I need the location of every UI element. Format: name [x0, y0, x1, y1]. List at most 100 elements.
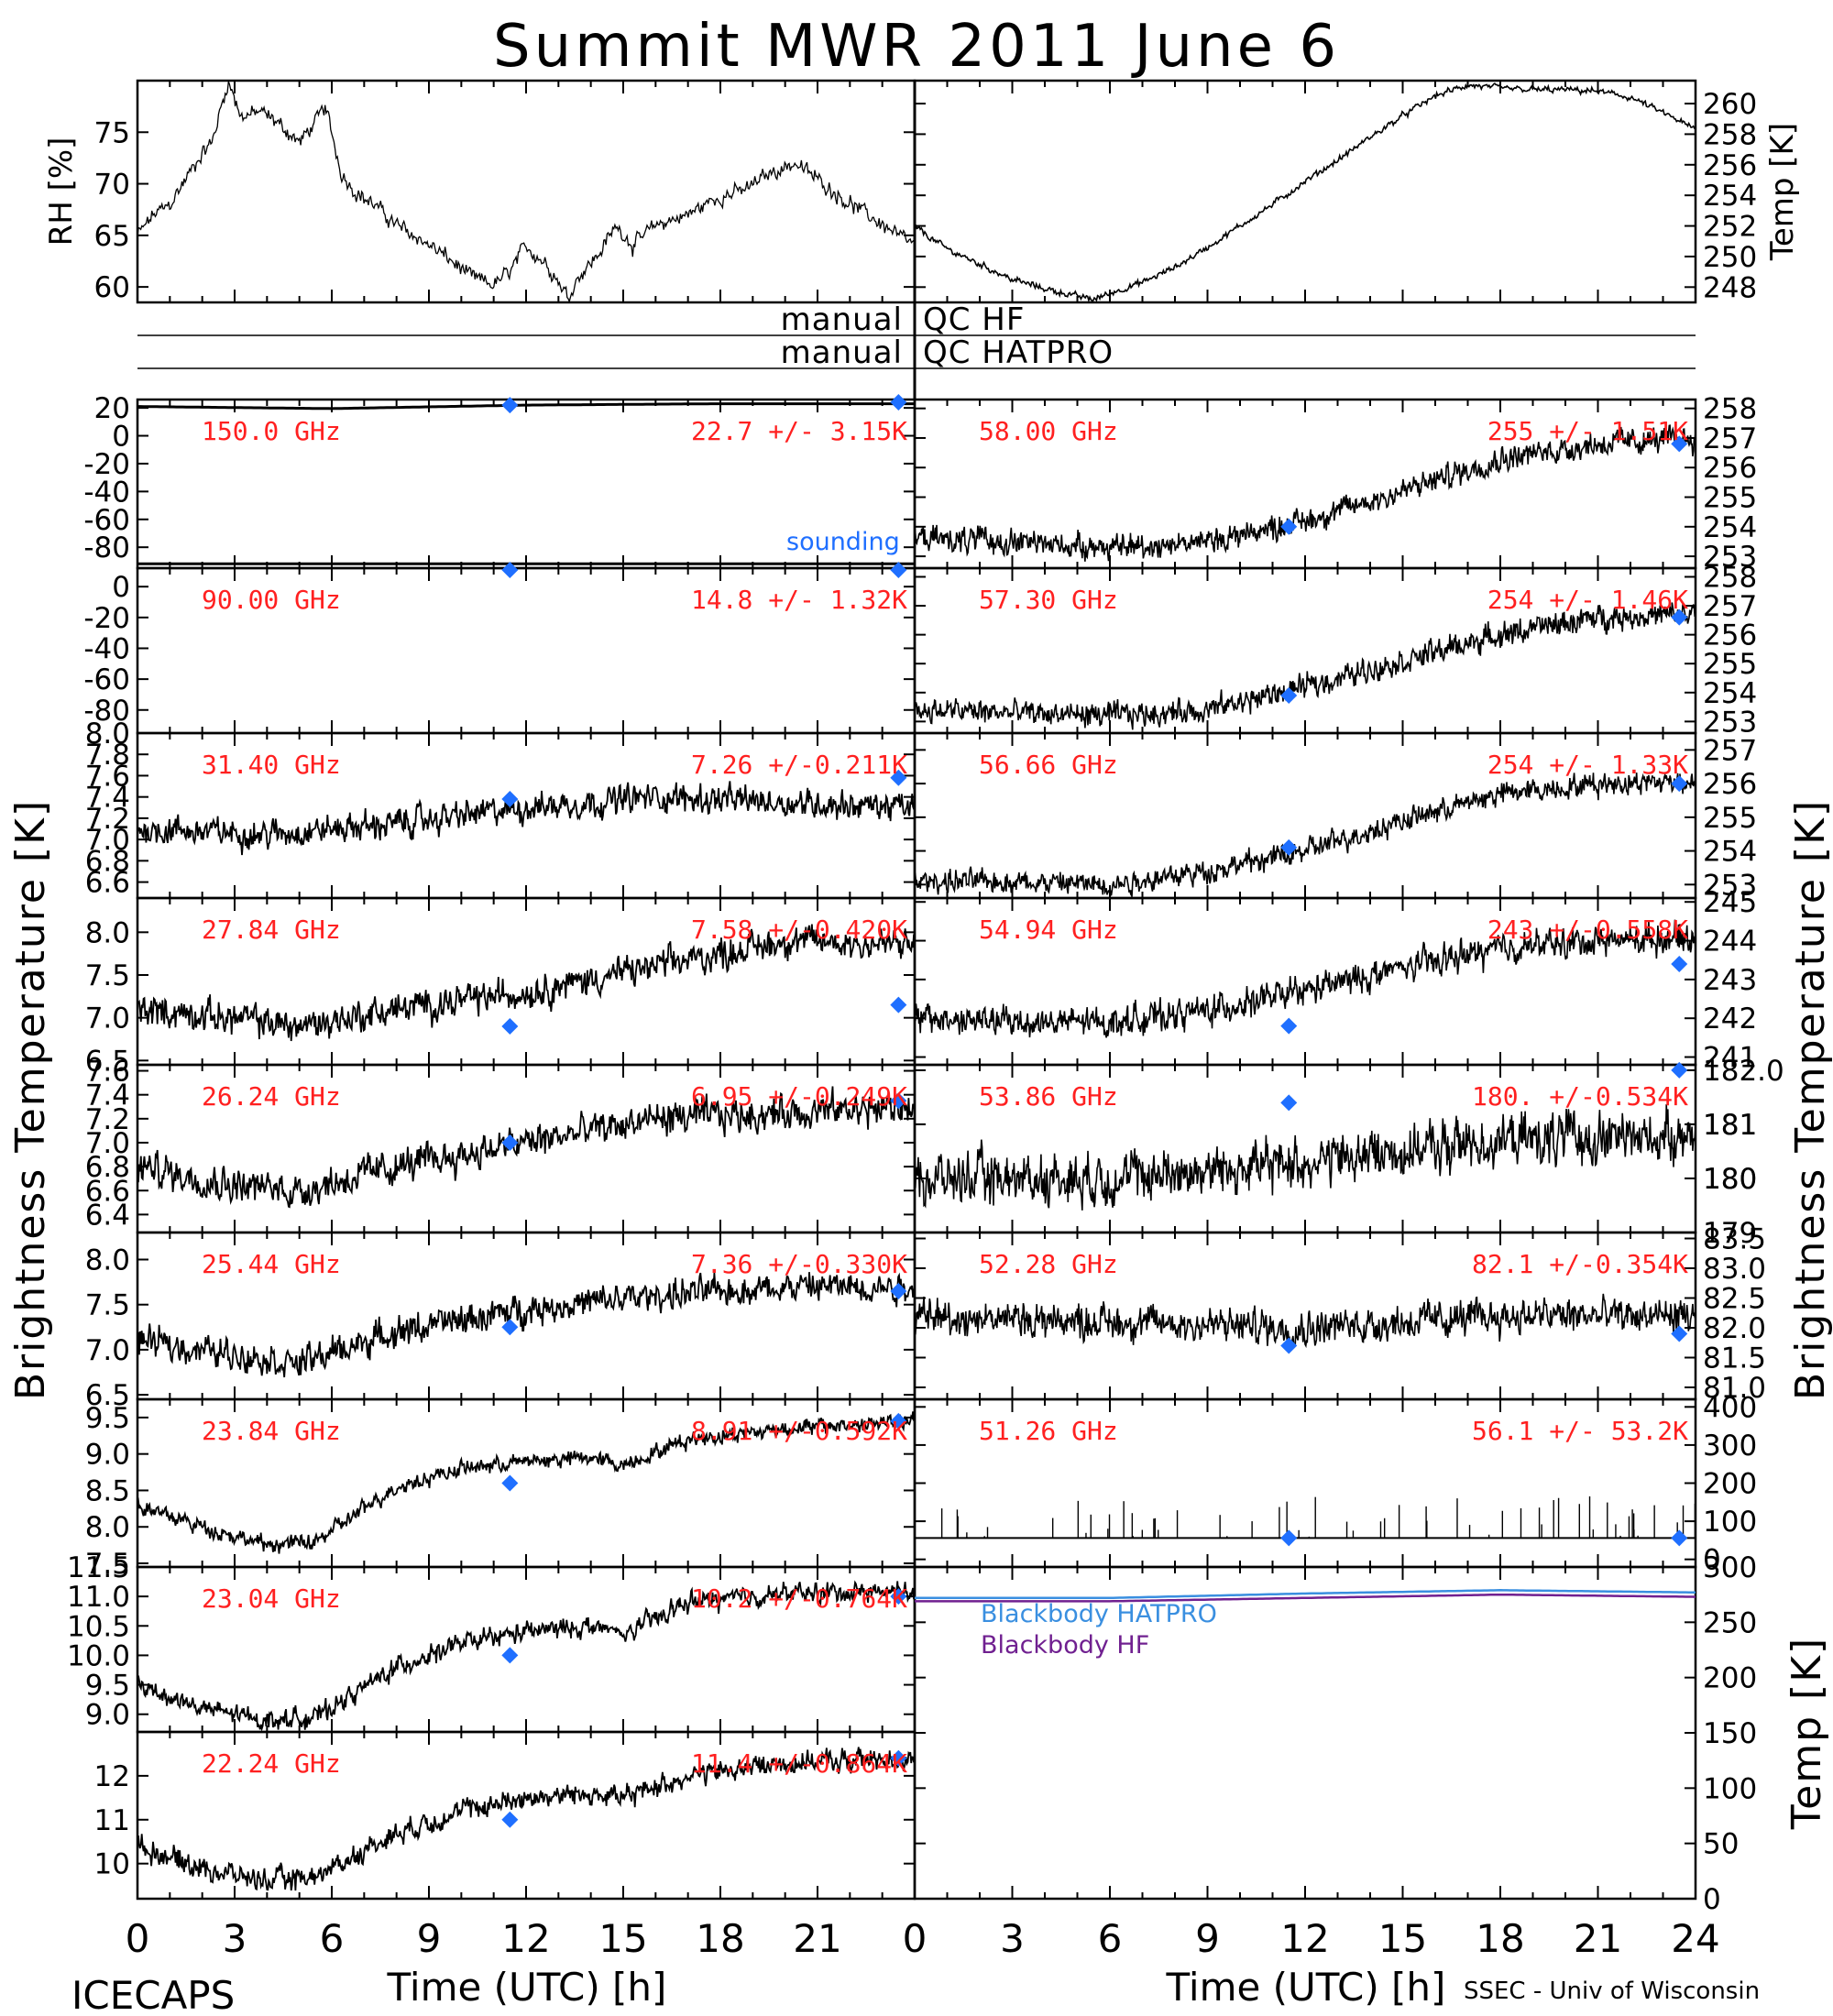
figure-title: Summit MWR 2011 June 6: [493, 13, 1340, 81]
x-tick-label: 21: [793, 1916, 841, 1961]
channel-label: 57.30 GHz: [979, 585, 1118, 615]
channel-label: 58.00 GHz: [979, 416, 1118, 446]
x-tick-label: 9: [1195, 1916, 1220, 1961]
y-tick-label: 11.5: [67, 1551, 130, 1584]
sounding-point: [1280, 1337, 1298, 1354]
y-tick-label: 82.5: [1703, 1283, 1766, 1316]
y-tick-label: 180: [1703, 1163, 1757, 1196]
channel-stat: 56.1 +/- 53.2K: [1472, 1416, 1688, 1446]
y-tick-label: 100: [1703, 1772, 1757, 1805]
y-tick-label: 6.6: [85, 867, 130, 900]
y-tick-label: 255: [1703, 482, 1757, 515]
y-tick-label: 10.5: [67, 1610, 130, 1643]
series-line: [914, 1293, 1696, 1349]
x-tick-label: 15: [598, 1916, 647, 1961]
sounding-point: [501, 791, 519, 807]
x-tick-label: 9: [417, 1916, 442, 1961]
series-line: [137, 81, 916, 304]
y-tick-label: 253: [1703, 541, 1757, 574]
qc-hatpro-prefix: manual: [781, 334, 903, 371]
y-tick-label: 6.6: [85, 1175, 130, 1208]
y-tick-label: 258: [1703, 118, 1757, 151]
rh-ylabel: RH [%]: [43, 137, 80, 247]
series-line: [914, 424, 1696, 562]
y-tick-label: 300: [1703, 1430, 1757, 1463]
series-line: [914, 1104, 1696, 1211]
sounding-note: sounding: [786, 528, 900, 556]
sounding-point: [501, 1474, 519, 1492]
channel-stat: 14.8 +/- 1.32K: [691, 585, 907, 615]
x-tick-label: 6: [1098, 1916, 1123, 1961]
channel-stat: 22.7 +/- 3.15K: [691, 416, 907, 446]
sounding-point: [890, 394, 907, 411]
qc-hf-prefix: manual: [781, 301, 903, 338]
footer-right: SSEC - Univ of Wisconsin: [1464, 1978, 1760, 2005]
channel-label: 56.66 GHz: [979, 750, 1118, 780]
y-tick-label: 8.5: [85, 1474, 130, 1507]
sounding-point: [501, 1319, 519, 1336]
y-tick-label: 81.0: [1703, 1372, 1766, 1405]
sounding-point: [890, 1412, 907, 1430]
y-tick-label: 244: [1703, 926, 1757, 959]
series-line: [137, 924, 916, 1042]
temp-ylabel: Temp [K]: [1764, 123, 1801, 261]
channel-label: 150.0 GHz: [202, 416, 341, 446]
y-tick-label: 65: [94, 220, 130, 253]
y-tick-label: 6.5: [85, 1045, 130, 1078]
y-tick-label: 100: [1703, 1506, 1757, 1539]
channel-label: 22.24 GHz: [202, 1748, 341, 1779]
y-tick-label: 254: [1703, 836, 1757, 869]
channel-stat: 7.26 +/-0.211K: [691, 750, 907, 780]
y-tick-label: 258: [1703, 393, 1757, 426]
x-tick-label: 18: [1476, 1916, 1524, 1961]
channel-label: 51.26 GHz: [979, 1416, 1118, 1446]
y-tick-label: 254: [1703, 677, 1757, 710]
y-tick-label: 6.8: [85, 1151, 130, 1184]
y-tick-label: 256: [1703, 768, 1757, 801]
sounding-point: [501, 1134, 519, 1151]
channel-stat: 7.58 +/-0.420K: [691, 915, 907, 945]
blackbody-line: [915, 1593, 1696, 1603]
x-tick-label: 6: [320, 1916, 345, 1961]
y-tick-label: 7.4: [85, 1079, 130, 1112]
sounding-point: [501, 397, 519, 414]
y-tick-label: 7.5: [85, 1289, 130, 1322]
y-tick-label: 256: [1703, 619, 1757, 652]
sounding-point: [1280, 1017, 1298, 1035]
y-tick-label: 7.0: [85, 824, 130, 857]
series-line: [137, 1747, 916, 1891]
channel-label: 26.24 GHz: [202, 1081, 341, 1112]
channel-stat: 243 +/-0.558K: [1487, 915, 1688, 945]
y-tick-label: 7.8: [85, 739, 130, 772]
series-line: [137, 1086, 916, 1209]
y-tick-label: 180: [1703, 1163, 1757, 1196]
y-tick-label: 245: [1703, 886, 1757, 919]
blackbody-line: [915, 1589, 1696, 1600]
x-tick-labels: 0 3 6 9 12 15 18 21 0 3 6 9 12 15 18 21 24: [126, 1916, 1720, 1961]
y-tick-label: 6.4: [85, 1199, 130, 1232]
y-tick-label: 255: [1703, 802, 1757, 835]
channel-stat: 254 +/- 1.46K: [1487, 585, 1688, 615]
y-tick-label: 0: [112, 421, 130, 454]
qc-hatpro-label: QC HATPRO: [923, 334, 1114, 371]
series-line: [137, 781, 916, 856]
y-tick-label: 9.0: [85, 1699, 130, 1732]
y-tick-label: -80: [83, 531, 130, 564]
sounding-point: [890, 1282, 907, 1299]
sounding-point: [1280, 518, 1298, 535]
sounding-point: [1671, 775, 1688, 793]
y-tick-label: 10: [94, 1848, 130, 1881]
series-line: [137, 1272, 916, 1378]
y-tick-label: 250: [1703, 241, 1757, 274]
x-tick-label: 3: [223, 1916, 247, 1961]
y-tick-label: 254: [1703, 180, 1757, 213]
y-tick-label: 20: [94, 392, 130, 425]
x-tick-label: 3: [1000, 1916, 1025, 1961]
sounding-point: [1671, 435, 1688, 453]
channel-stat: 7.36 +/-0.330K: [691, 1249, 907, 1279]
series-line: [137, 1411, 916, 1554]
y-tick-label: -60: [83, 504, 130, 537]
y-tick-label: 6.8: [85, 845, 130, 878]
qc-hf-label: QC HF: [923, 301, 1025, 338]
